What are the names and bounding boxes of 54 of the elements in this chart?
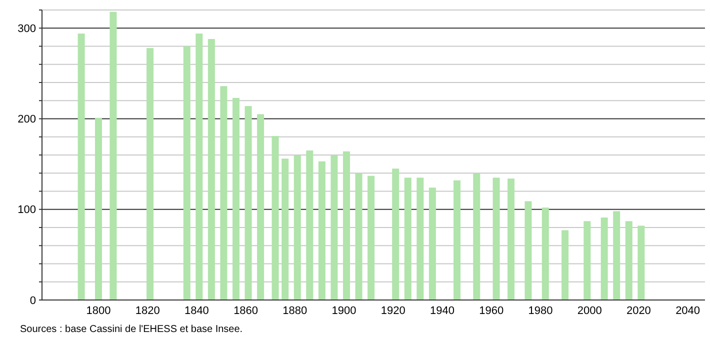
bar bbox=[355, 173, 362, 300]
bar bbox=[232, 98, 240, 300]
bar bbox=[492, 178, 500, 300]
y-tick-label: 200 bbox=[18, 114, 36, 126]
bar bbox=[453, 180, 460, 300]
bar bbox=[542, 208, 549, 300]
bar bbox=[625, 221, 632, 300]
bar bbox=[404, 178, 412, 300]
x-tick-label: 1960 bbox=[479, 305, 504, 317]
source-note: Sources : base Cassini de l'EHESS et base Insee. bbox=[20, 324, 243, 335]
y-tick-label: 300 bbox=[18, 22, 36, 35]
bar bbox=[183, 46, 190, 300]
bar bbox=[282, 158, 289, 300]
bar bbox=[524, 201, 532, 300]
x-tick-label: 1800 bbox=[86, 305, 111, 317]
y-tick-label: 100 bbox=[18, 204, 36, 216]
bar bbox=[562, 230, 569, 300]
bar bbox=[244, 106, 252, 300]
bar bbox=[368, 176, 375, 300]
x-tick-label: 2020 bbox=[626, 305, 651, 317]
bar bbox=[196, 34, 203, 300]
x-tick-label: 1860 bbox=[234, 305, 258, 317]
x-tick-label: 1820 bbox=[135, 305, 160, 317]
bar bbox=[257, 114, 264, 300]
bar bbox=[416, 178, 424, 300]
x-tick-label: 1900 bbox=[332, 305, 356, 317]
bar bbox=[638, 226, 645, 300]
bar bbox=[428, 188, 436, 300]
x-tick-label: 1940 bbox=[430, 305, 454, 317]
bar bbox=[508, 178, 515, 300]
x-tick-label: 2040 bbox=[676, 305, 700, 317]
x-tick-label: 1840 bbox=[184, 305, 209, 317]
bar bbox=[220, 86, 228, 300]
x-tick-label: 1980 bbox=[528, 305, 553, 317]
bar bbox=[584, 221, 591, 300]
bar bbox=[94, 118, 102, 300]
bar bbox=[306, 150, 314, 300]
bar bbox=[294, 155, 301, 300]
bar bbox=[613, 211, 620, 300]
bar bbox=[110, 12, 117, 300]
bar bbox=[392, 168, 400, 300]
bar bbox=[473, 173, 480, 300]
x-tick-label: 1880 bbox=[282, 305, 308, 317]
bar bbox=[330, 155, 338, 300]
bar bbox=[78, 34, 85, 300]
bar bbox=[272, 136, 279, 300]
y-tick-label: 0 bbox=[30, 294, 36, 307]
x-tick-label: 2000 bbox=[577, 305, 602, 317]
bar bbox=[600, 218, 608, 300]
bar bbox=[342, 151, 350, 300]
x-tick-label: 1920 bbox=[380, 305, 406, 317]
bar bbox=[318, 161, 326, 300]
bar bbox=[208, 39, 215, 300]
bar bbox=[146, 48, 154, 300]
